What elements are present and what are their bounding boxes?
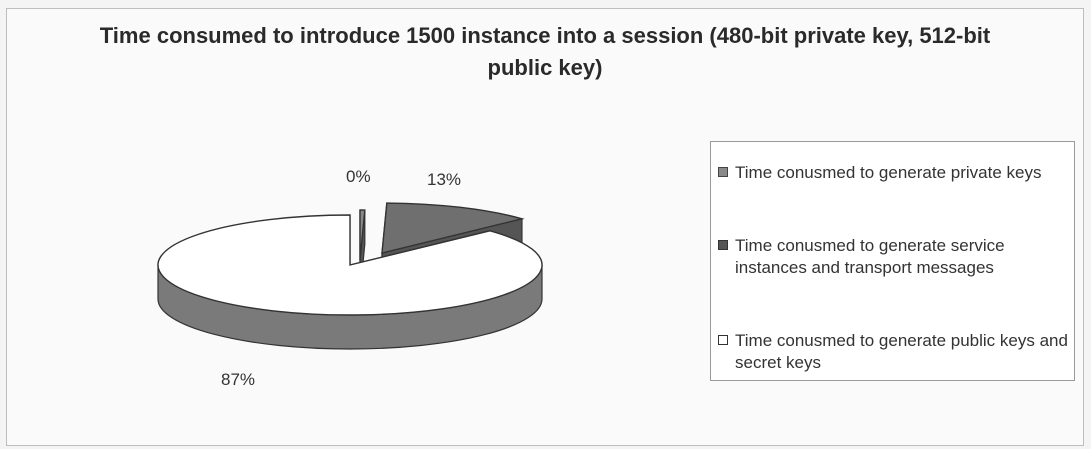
legend-label-service-instances: Time conusmed to generate service instan… (735, 236, 1005, 277)
data-label-public-keys: 87% (221, 370, 256, 389)
pie-slice-service-instances (381, 202, 525, 254)
chart-legend: Time conusmed to generate private keys T… (710, 141, 1075, 381)
legend-label-public-keys: Time conusmed to generate public keys an… (735, 331, 1068, 372)
legend-swatch-private-keys (718, 167, 728, 177)
pie-slice-public-keys (157, 214, 543, 316)
legend-swatch-service-instances (718, 240, 728, 250)
legend-swatch-public-keys (718, 335, 728, 345)
chart-title: Time consumed to introduce 1500 instance… (99, 23, 991, 80)
legend-label-private-keys: Time conusmed to generate private keys (735, 163, 1042, 182)
data-label-service-instances: 13% (427, 170, 462, 189)
pie-slice-private-keys (359, 209, 366, 261)
data-label-private-keys: 0% (346, 167, 371, 186)
